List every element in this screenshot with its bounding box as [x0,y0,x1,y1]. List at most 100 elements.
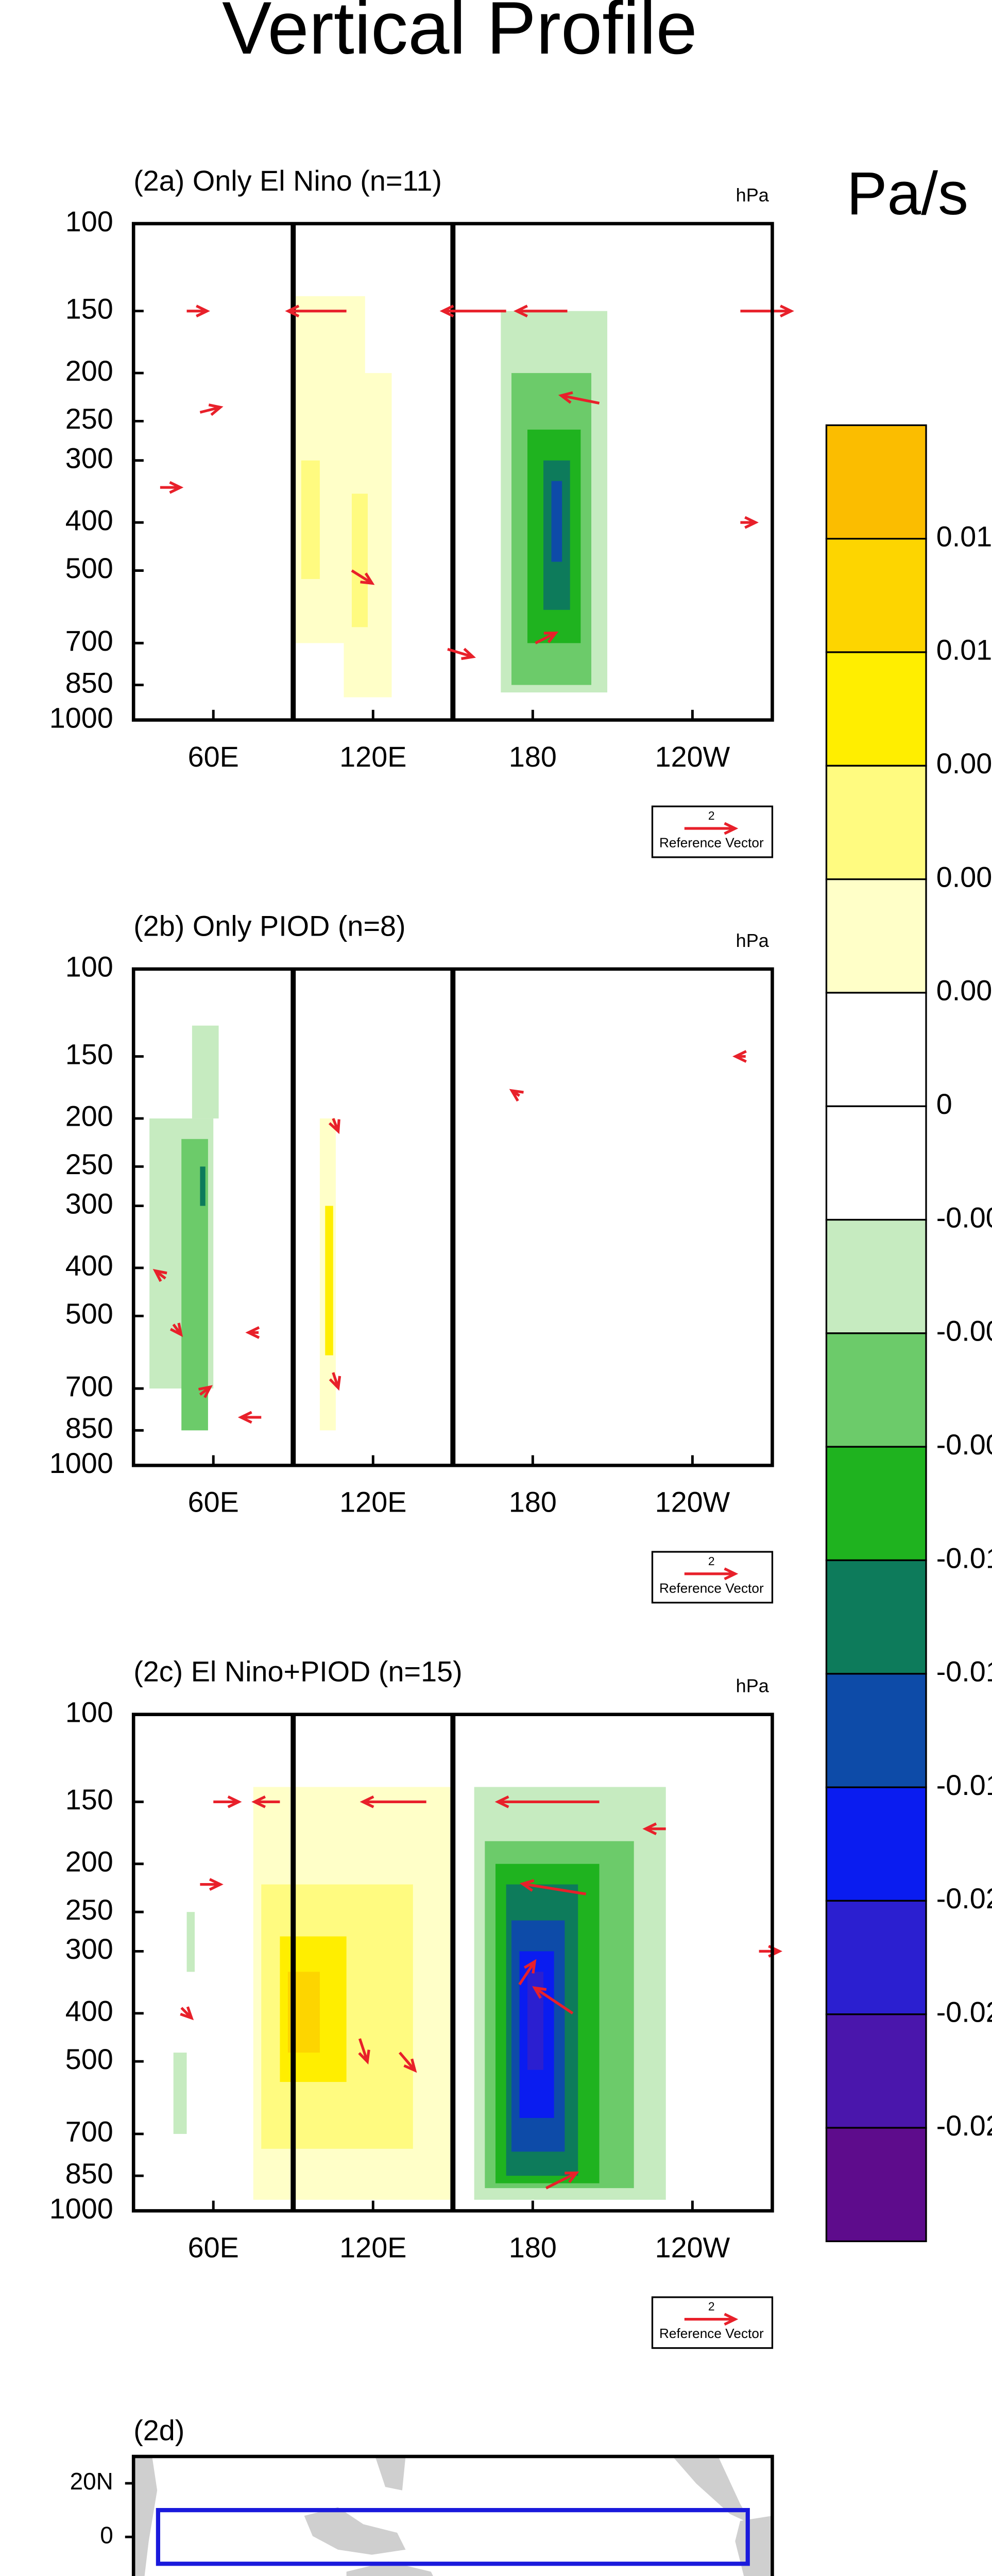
y-unit: hPa [736,1675,769,1697]
reference-box [651,1551,774,1604]
y-tick-label: 500 [65,1297,113,1330]
reference-label: Reference Vector [659,2326,764,2341]
y-tick-label: 300 [65,1933,113,1965]
y-tick-label: 250 [65,1893,113,1926]
x-tick-label: 180 [509,2231,557,2264]
y-tick-label: 150 [65,1038,113,1070]
vector-arrow [545,2171,579,2190]
vector-arrow [684,1567,739,1581]
colorbar-box [825,424,927,540]
colorbar-box [825,878,927,994]
vector-arrow [494,1795,600,1808]
y-tick-label: 400 [65,1994,113,2027]
y-tick-label: 20S [71,2575,113,2576]
region-box [156,2508,750,2566]
vector-arrow [447,648,476,660]
colorbar-label: 0.009 [936,747,992,779]
colorbar-label: -0.009 [936,1428,992,1461]
y-tick-label: 700 [65,2115,113,2148]
land [735,2516,773,2576]
y-tick-label: 250 [65,1148,113,1180]
vector-arrow [351,569,375,585]
panel-title: (2c) El Nino+PIOD (n=15) [133,1655,462,1688]
vector-arrow [285,304,347,318]
vector-arrow [251,1795,280,1808]
y-tick-label: 200 [65,354,113,387]
shade-cell [192,1025,219,1118]
y-tick-label: 850 [65,1412,113,1444]
shading [149,1025,336,1431]
colorbar-box [825,1332,927,1448]
shade-cell [351,494,368,628]
x-tick-label: 120E [339,2231,406,2264]
land [672,2456,752,2524]
vector-arrow [200,1878,224,1891]
vector-arrow [514,304,568,318]
colorbar-label: 0.006 [936,860,992,893]
colorbar-label: 0.003 [936,974,992,1007]
colorbar-box [825,1673,927,1788]
vector-arrow [398,2052,417,2073]
colorbar-label: 0.012 [936,634,992,666]
vector-arrow [535,631,559,645]
shade-cell [200,1166,206,1206]
colorbar-label: -0.018 [936,1769,992,1801]
y-tick-label: 500 [65,552,113,584]
vector-arrow [328,1117,340,1134]
vector-arrow [358,2038,370,2065]
reference-box [651,805,774,858]
y-tick-label: 200 [65,1845,113,1877]
map-frame [131,2454,774,2576]
colorbar-label: -0.015 [936,1655,992,1688]
colorbar-label: -0.003 [936,1201,992,1233]
colorbar-box [825,1105,927,1221]
y-tick-label: 300 [65,1187,113,1219]
y-tick-label: 1000 [49,701,113,734]
shade-cell [301,460,320,579]
y-tick-label: 1000 [49,2192,113,2225]
y-unit: hPa [736,930,769,951]
shade-cell [344,373,392,698]
y-tick-label: 300 [65,442,113,474]
vector-arrow [180,2006,194,2021]
colorbar-label: -0.027 [936,2109,992,2142]
land [133,2456,158,2576]
land [304,2507,406,2555]
panel-title: (2d) [133,2414,184,2447]
panel-title: (2b) Only PIOD (n=8) [133,910,405,942]
y-tick-label: 850 [65,666,113,699]
colorbar-box [825,1218,927,1334]
colorbar-box [825,992,927,1107]
y-tick-label: 200 [65,1100,113,1132]
colorbar-box [825,2013,927,2129]
shading [173,1787,666,2200]
x-tick-label: 120W [655,740,730,773]
reference-magnitude: 2 [708,1554,715,1568]
shade-cell [551,481,562,562]
colorbar-unit: Pa/s [847,160,968,228]
vector-arrow [732,1050,747,1063]
vector-arrow [237,1411,262,1424]
x-tick-label: 60E [188,740,239,773]
vector-arrow [519,1879,587,1895]
shade-cell [527,1972,544,2070]
x-tick-label: 120E [339,740,406,773]
y-tick-label: 1000 [49,1447,113,1479]
vector-arrow [558,391,600,405]
shade-cell [173,2053,187,2134]
reference-magnitude: 2 [708,809,715,822]
vector-arrow [740,304,794,318]
vector-arrow [740,516,759,529]
vector-arrow [213,1795,242,1808]
plot-frame [131,1713,774,2213]
vector-arrow [518,1959,537,1986]
figure-title: Vertical Profile [222,0,697,70]
colorbar-label: 0 [936,1088,952,1120]
vector-arrow [642,1822,666,1836]
y-tick-label: 20N [70,2468,113,2495]
colorbar-box [825,1446,927,1562]
y-tick-label: 100 [65,1696,113,1728]
vector-arrow [360,1795,426,1808]
vector-arrow [169,1323,183,1337]
